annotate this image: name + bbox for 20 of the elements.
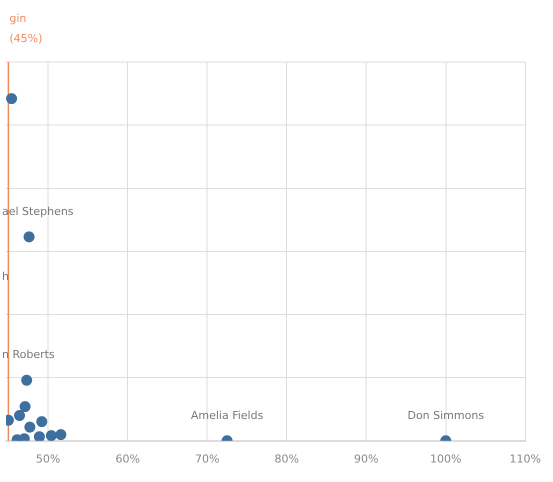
point [55,429,66,440]
x-tick-label: 90% [354,452,378,466]
x-tick-label: 70% [194,452,220,466]
point [20,401,31,412]
annotation: Don Simmons [407,408,484,422]
x-tick-label: 60% [115,452,140,466]
point [14,410,26,421]
x-tick-label: 80% [274,452,299,466]
x-tick-label: 50% [36,452,60,466]
point [21,374,32,386]
point [24,422,36,433]
point [36,416,48,428]
point [46,430,57,441]
point [24,231,35,242]
x-tick-label: 100% [430,452,462,466]
x-tick-label: 110% [510,452,542,466]
point [6,93,18,104]
ref-line-label: gin (45%) [9,12,42,45]
point [34,431,45,441]
annotation: Amelia Fields [190,408,264,422]
